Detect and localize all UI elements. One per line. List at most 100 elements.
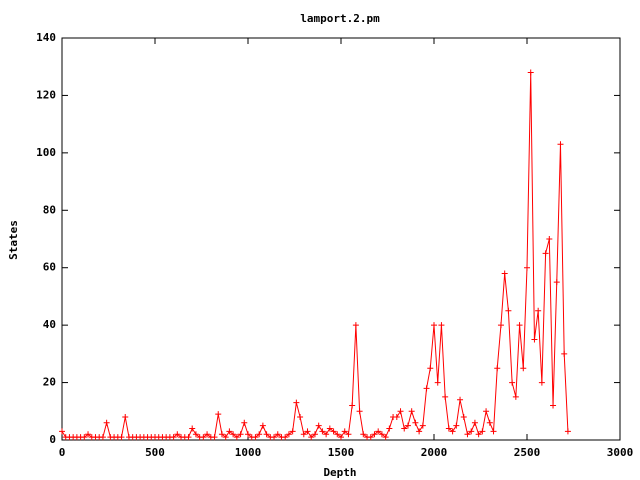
point-marker (341, 428, 348, 435)
point-marker (449, 428, 456, 435)
point-marker (334, 431, 341, 438)
point-marker (427, 365, 434, 372)
point-marker (423, 385, 430, 392)
point-marker (103, 419, 110, 426)
point-marker (546, 236, 553, 242)
x-tick-label: 2000 (421, 446, 448, 459)
y-tick-label: 100 (36, 146, 56, 159)
point-marker (494, 365, 501, 372)
point-marker (386, 425, 393, 432)
y-tick-label: 40 (43, 318, 56, 331)
point-marker (222, 434, 229, 441)
point-marker (509, 379, 516, 386)
point-marker (486, 419, 493, 426)
point-marker (319, 428, 326, 435)
point-marker (512, 393, 519, 400)
point-marker (564, 428, 571, 435)
point-marker (85, 431, 92, 438)
point-marker (438, 322, 445, 329)
point-marker (471, 419, 478, 426)
point-marker (497, 322, 504, 329)
point-marker (479, 428, 486, 435)
point-marker (282, 434, 289, 441)
point-marker (397, 408, 404, 415)
y-axis-label: States (7, 220, 20, 260)
point-marker (304, 428, 311, 435)
point-marker (550, 402, 557, 409)
point-marker (241, 419, 248, 426)
point-marker (505, 307, 512, 314)
point-marker (520, 365, 527, 372)
point-marker (192, 431, 199, 438)
point-marker (360, 431, 367, 438)
point-marker (215, 411, 222, 418)
point-marker (475, 431, 482, 438)
point-marker (371, 431, 378, 438)
point-marker (323, 431, 330, 438)
point-marker (431, 322, 437, 329)
point-marker (189, 425, 196, 432)
point-marker (367, 434, 374, 441)
point-marker (204, 431, 211, 438)
point-marker (338, 434, 344, 441)
point-marker (259, 422, 266, 429)
point-marker (516, 322, 523, 329)
point-marker (561, 350, 568, 357)
point-marker (453, 422, 460, 429)
point-marker (285, 431, 292, 438)
point-marker (289, 428, 296, 435)
x-tick-label: 0 (59, 446, 66, 459)
point-marker (464, 431, 471, 438)
point-marker (59, 428, 65, 435)
chart-title: lamport.2.pm (300, 12, 380, 25)
y-tick-label: 120 (36, 88, 56, 101)
y-tick-label: 80 (43, 203, 56, 216)
point-marker (211, 434, 218, 441)
point-marker (300, 431, 307, 438)
point-marker (419, 422, 426, 429)
point-marker (170, 434, 177, 441)
point-marker (218, 431, 225, 438)
point-marker (99, 434, 106, 441)
x-tick-label: 500 (145, 446, 165, 459)
point-marker (349, 402, 356, 409)
point-marker (326, 425, 333, 432)
point-marker (401, 425, 408, 432)
point-marker (81, 434, 88, 441)
point-marker (553, 279, 560, 286)
point-marker (308, 434, 315, 441)
x-tick-label: 1500 (328, 446, 355, 459)
point-marker (382, 434, 389, 441)
x-tick-label: 3000 (607, 446, 634, 459)
point-marker (311, 431, 318, 438)
y-tick-label: 60 (43, 261, 56, 274)
point-marker (252, 434, 259, 441)
point-marker (393, 414, 400, 421)
point-marker (233, 434, 240, 441)
point-marker (256, 431, 263, 438)
point-marker (297, 414, 304, 421)
point-marker (118, 434, 125, 441)
y-tick-label: 140 (36, 31, 56, 44)
point-marker (226, 428, 233, 435)
point-marker (356, 408, 363, 415)
point-marker (271, 434, 278, 441)
point-marker (345, 431, 352, 438)
point-marker (542, 250, 549, 257)
point-marker (315, 422, 322, 429)
point-marker (174, 431, 181, 438)
point-marker (245, 431, 251, 438)
point-marker (524, 264, 530, 271)
point-marker (293, 399, 300, 406)
point-marker (483, 408, 490, 415)
x-axis-label: Depth (323, 466, 356, 479)
point-marker (378, 431, 385, 438)
point-marker (445, 425, 452, 432)
x-tick-label: 1000 (235, 446, 262, 459)
point-marker (274, 431, 281, 438)
point-marker (237, 431, 244, 438)
point-marker (468, 428, 475, 435)
point-marker (200, 434, 207, 441)
x-tick-label: 2500 (514, 446, 541, 459)
